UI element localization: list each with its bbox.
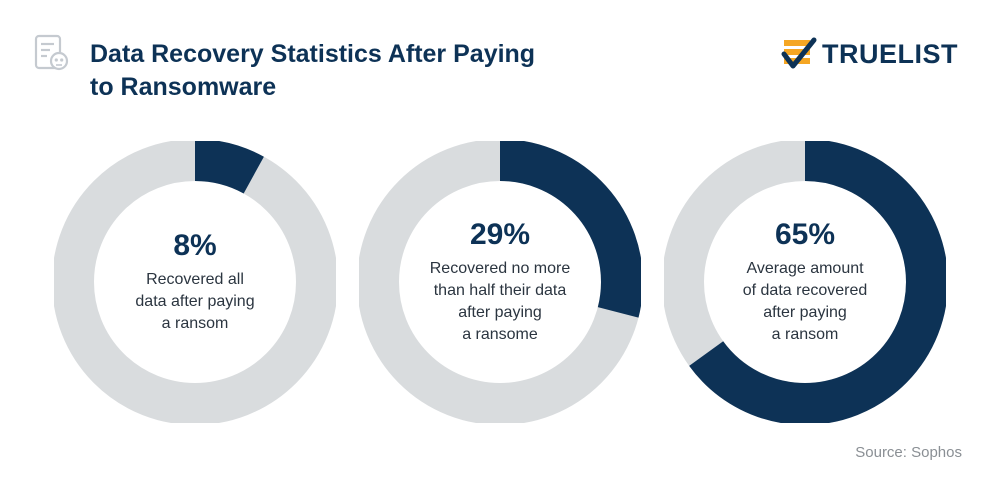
brand-logo: TRUELIST xyxy=(780,36,970,72)
donut-caption: Recovered all data after paying a ransom xyxy=(135,269,254,335)
donut-caption: Recovered no more than half their data a… xyxy=(430,258,571,346)
donut-value-arc xyxy=(359,141,641,423)
donut-chart-recovered-all: 8% Recovered all data after paying a ran… xyxy=(54,141,336,423)
caption-line: Average amount xyxy=(746,260,864,277)
checklist-checkmark-icon xyxy=(780,36,818,72)
caption-line: after paying xyxy=(458,304,542,321)
caption-line: than half their data xyxy=(433,282,567,299)
page-title: Data Recovery Statistics After Paying to… xyxy=(90,38,690,104)
caption-line: Recovered all xyxy=(146,271,244,288)
caption-line: Recovered no more xyxy=(429,260,571,277)
donut-background xyxy=(71,158,319,406)
donut-background xyxy=(376,158,624,406)
donut-value-arc xyxy=(664,141,946,423)
donut-caption: Average amount of data recovered after p… xyxy=(743,258,868,346)
donut-background xyxy=(681,158,929,406)
donut-value-label: 8% xyxy=(173,229,217,262)
caption-line: data after paying xyxy=(135,293,255,310)
document-skull-icon xyxy=(34,34,70,74)
donut-chart-recovered-half: 29% Recovered no more than half their da… xyxy=(359,141,641,423)
donut-svg xyxy=(664,141,946,423)
title-line-1: Data Recovery Statistics After Paying xyxy=(90,40,536,68)
caption-line: a ransome xyxy=(462,326,538,343)
caption-line: a ransom xyxy=(771,326,839,343)
source-note: Source: Sophos xyxy=(855,444,962,461)
caption-line: a ransom xyxy=(161,315,229,332)
donut-svg xyxy=(54,141,336,423)
donut-svg xyxy=(359,141,641,423)
donut-value-label: 65% xyxy=(774,218,836,251)
title-line-2: to Ransomware xyxy=(90,73,277,101)
donut-value-label: 29% xyxy=(469,218,531,251)
brand-name: TRUELIST xyxy=(822,39,958,69)
donut-value-arc xyxy=(54,141,336,423)
caption-line: after paying xyxy=(763,304,847,321)
donut-chart-average-recovered: 65% Average amount of data recovered aft… xyxy=(664,141,946,423)
caption-line: of data recovered xyxy=(742,282,868,299)
